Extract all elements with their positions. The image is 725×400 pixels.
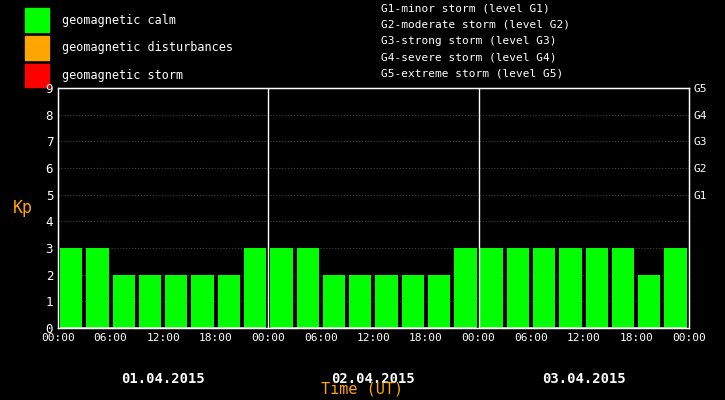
Text: G2-moderate storm (level G2): G2-moderate storm (level G2): [381, 20, 570, 30]
Bar: [218, 275, 240, 328]
Text: G4-severe storm (level G4): G4-severe storm (level G4): [381, 52, 556, 62]
Text: G5-extreme storm (level G5): G5-extreme storm (level G5): [381, 69, 563, 79]
Bar: [138, 275, 161, 328]
Text: geomagnetic disturbances: geomagnetic disturbances: [62, 41, 233, 54]
Bar: [664, 248, 687, 328]
Bar: [165, 275, 188, 328]
Bar: [612, 248, 634, 328]
Bar: [349, 275, 371, 328]
Text: geomagnetic storm: geomagnetic storm: [62, 69, 183, 82]
Bar: [638, 275, 660, 328]
Bar: [586, 248, 608, 328]
Bar: [507, 248, 529, 328]
Text: G3-strong storm (level G3): G3-strong storm (level G3): [381, 36, 556, 46]
Bar: [270, 248, 293, 328]
Bar: [559, 248, 581, 328]
Bar: [244, 248, 266, 328]
Bar: [60, 248, 83, 328]
Bar: [323, 275, 345, 328]
Text: Time (UT): Time (UT): [321, 381, 404, 396]
Bar: [191, 275, 214, 328]
Y-axis label: Kp: Kp: [13, 199, 33, 217]
Text: 03.04.2015: 03.04.2015: [542, 372, 626, 386]
Bar: [297, 248, 319, 328]
Text: 02.04.2015: 02.04.2015: [331, 372, 415, 386]
Bar: [25, 8, 49, 32]
Bar: [376, 275, 398, 328]
Bar: [402, 275, 424, 328]
Bar: [481, 248, 503, 328]
Text: 01.04.2015: 01.04.2015: [121, 372, 205, 386]
Text: geomagnetic calm: geomagnetic calm: [62, 14, 175, 27]
Bar: [25, 64, 49, 87]
Bar: [86, 248, 109, 328]
Bar: [25, 36, 49, 60]
Bar: [112, 275, 135, 328]
Bar: [454, 248, 476, 328]
Text: G1-minor storm (level G1): G1-minor storm (level G1): [381, 3, 550, 13]
Bar: [428, 275, 450, 328]
Bar: [533, 248, 555, 328]
